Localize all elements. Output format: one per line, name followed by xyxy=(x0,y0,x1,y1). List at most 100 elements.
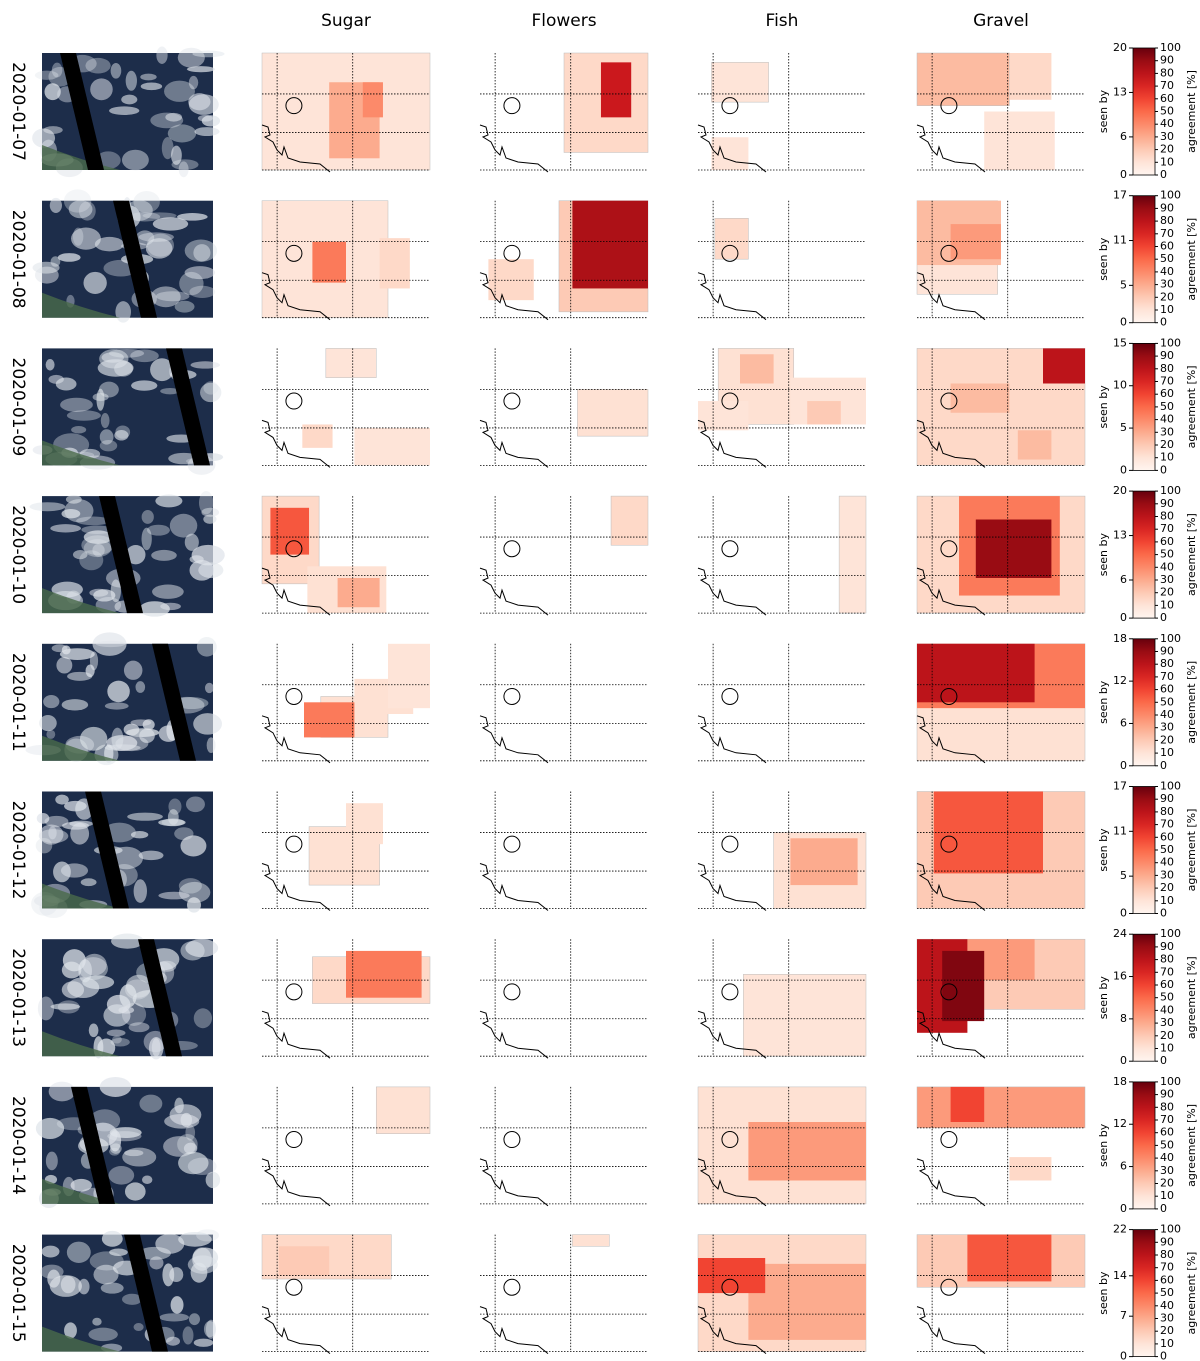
swath-gap xyxy=(99,496,143,614)
cloud xyxy=(146,524,170,536)
cloud xyxy=(171,145,182,165)
cloud xyxy=(34,70,59,80)
cloud xyxy=(151,549,177,561)
agreement-tick-label: 10 xyxy=(1160,1042,1174,1055)
agreement-label: agreement [%] xyxy=(1185,1252,1198,1335)
site-marker xyxy=(503,1131,521,1149)
site-marker xyxy=(503,835,521,853)
cloud xyxy=(104,702,129,710)
panel xyxy=(261,643,430,764)
row-date: 2020-01-13 xyxy=(8,948,28,1047)
seen-by-tick-label: 13 xyxy=(1113,529,1127,542)
cloud xyxy=(109,106,140,116)
cloud xyxy=(92,632,127,656)
agreement-tick-label: 30 xyxy=(1160,721,1174,734)
cloud xyxy=(60,397,93,412)
panel xyxy=(916,1234,1086,1354)
cloud xyxy=(48,826,57,840)
heat-region xyxy=(312,241,346,283)
coastline xyxy=(916,1010,986,1059)
cloud xyxy=(60,1275,76,1294)
heat-region xyxy=(325,348,377,378)
satellite-image xyxy=(32,46,225,178)
cloud xyxy=(78,959,92,983)
satellite-image xyxy=(37,933,219,1060)
land xyxy=(42,145,120,170)
panel xyxy=(697,1234,867,1354)
heat-region xyxy=(975,519,1052,578)
cloud xyxy=(82,975,115,990)
coastline xyxy=(479,715,549,764)
heat-region xyxy=(488,259,534,301)
agreement-tick-label: 80 xyxy=(1160,1100,1174,1113)
agreement-tick-label: 70 xyxy=(1160,965,1174,978)
agreement-tick-label: 80 xyxy=(1160,953,1174,966)
swath-gap xyxy=(71,1086,115,1204)
agreement-tick-label: 40 xyxy=(1160,1299,1174,1312)
agreement-tick-label: 30 xyxy=(1160,130,1174,143)
heat-region xyxy=(346,803,383,845)
cloud xyxy=(160,602,181,611)
heat-region xyxy=(916,1086,1086,1129)
panel xyxy=(479,1086,648,1207)
colorbar-fill xyxy=(1132,933,1156,1062)
swath-gap xyxy=(166,348,210,466)
heat-region xyxy=(388,643,430,709)
agreement-tick-label: 80 xyxy=(1160,214,1174,227)
seen-by-tick-label: 0 xyxy=(1120,463,1127,476)
coastline xyxy=(916,1158,986,1207)
cloud xyxy=(60,863,89,878)
site-marker xyxy=(285,835,303,853)
cloud xyxy=(169,1267,184,1283)
cloud xyxy=(55,794,69,805)
heat-region xyxy=(610,495,649,546)
cloud xyxy=(169,513,198,538)
cloud xyxy=(193,1338,214,1347)
agreement-tick-label: 90 xyxy=(1160,1088,1174,1101)
cloud xyxy=(164,1113,200,1129)
row: 2020-01-070613200102030405060708090100se… xyxy=(8,41,1198,181)
swath-gap xyxy=(85,791,129,909)
cloud xyxy=(115,425,131,439)
cloud xyxy=(122,1147,157,1167)
coastline xyxy=(697,1010,767,1059)
heat-region xyxy=(572,1234,610,1247)
cloud xyxy=(155,1233,185,1254)
heat-region xyxy=(362,82,383,118)
land xyxy=(42,588,120,614)
cloud xyxy=(96,388,105,411)
cloud xyxy=(112,1035,122,1044)
colorbar-fill xyxy=(1132,1229,1156,1357)
coastline xyxy=(261,863,331,911)
agreement-tick-label: 70 xyxy=(1160,818,1174,831)
cloud xyxy=(110,1143,122,1154)
site-marker xyxy=(940,244,958,262)
agreement-tick-label: 80 xyxy=(1160,362,1174,375)
cloud xyxy=(88,1327,118,1342)
agreement-tick-label: 10 xyxy=(1160,894,1174,907)
cloud xyxy=(193,244,211,262)
agreement-label: agreement [%] xyxy=(1185,365,1198,448)
cloud xyxy=(76,516,111,526)
agreement-tick-label: 80 xyxy=(1160,66,1174,79)
heat-region xyxy=(790,838,858,886)
swath-gap xyxy=(113,200,157,318)
cloud xyxy=(133,1323,144,1331)
cloud xyxy=(85,57,111,74)
cloud xyxy=(180,835,207,857)
seen-by-label: seen by xyxy=(1097,533,1110,577)
agreement-label: agreement [%] xyxy=(1185,70,1198,153)
panel xyxy=(697,495,867,616)
cloud xyxy=(146,233,174,257)
agreement-tick-label: 40 xyxy=(1160,1151,1174,1164)
cloud xyxy=(44,815,69,828)
cloud xyxy=(197,114,213,122)
panel xyxy=(916,938,1086,1059)
cloud xyxy=(67,671,93,681)
land xyxy=(42,735,120,761)
column-header: Fish xyxy=(766,11,799,31)
cloud xyxy=(178,1231,212,1247)
cloud xyxy=(123,723,140,736)
row: 2020-01-150714220102030405060708090100se… xyxy=(8,1223,1198,1361)
